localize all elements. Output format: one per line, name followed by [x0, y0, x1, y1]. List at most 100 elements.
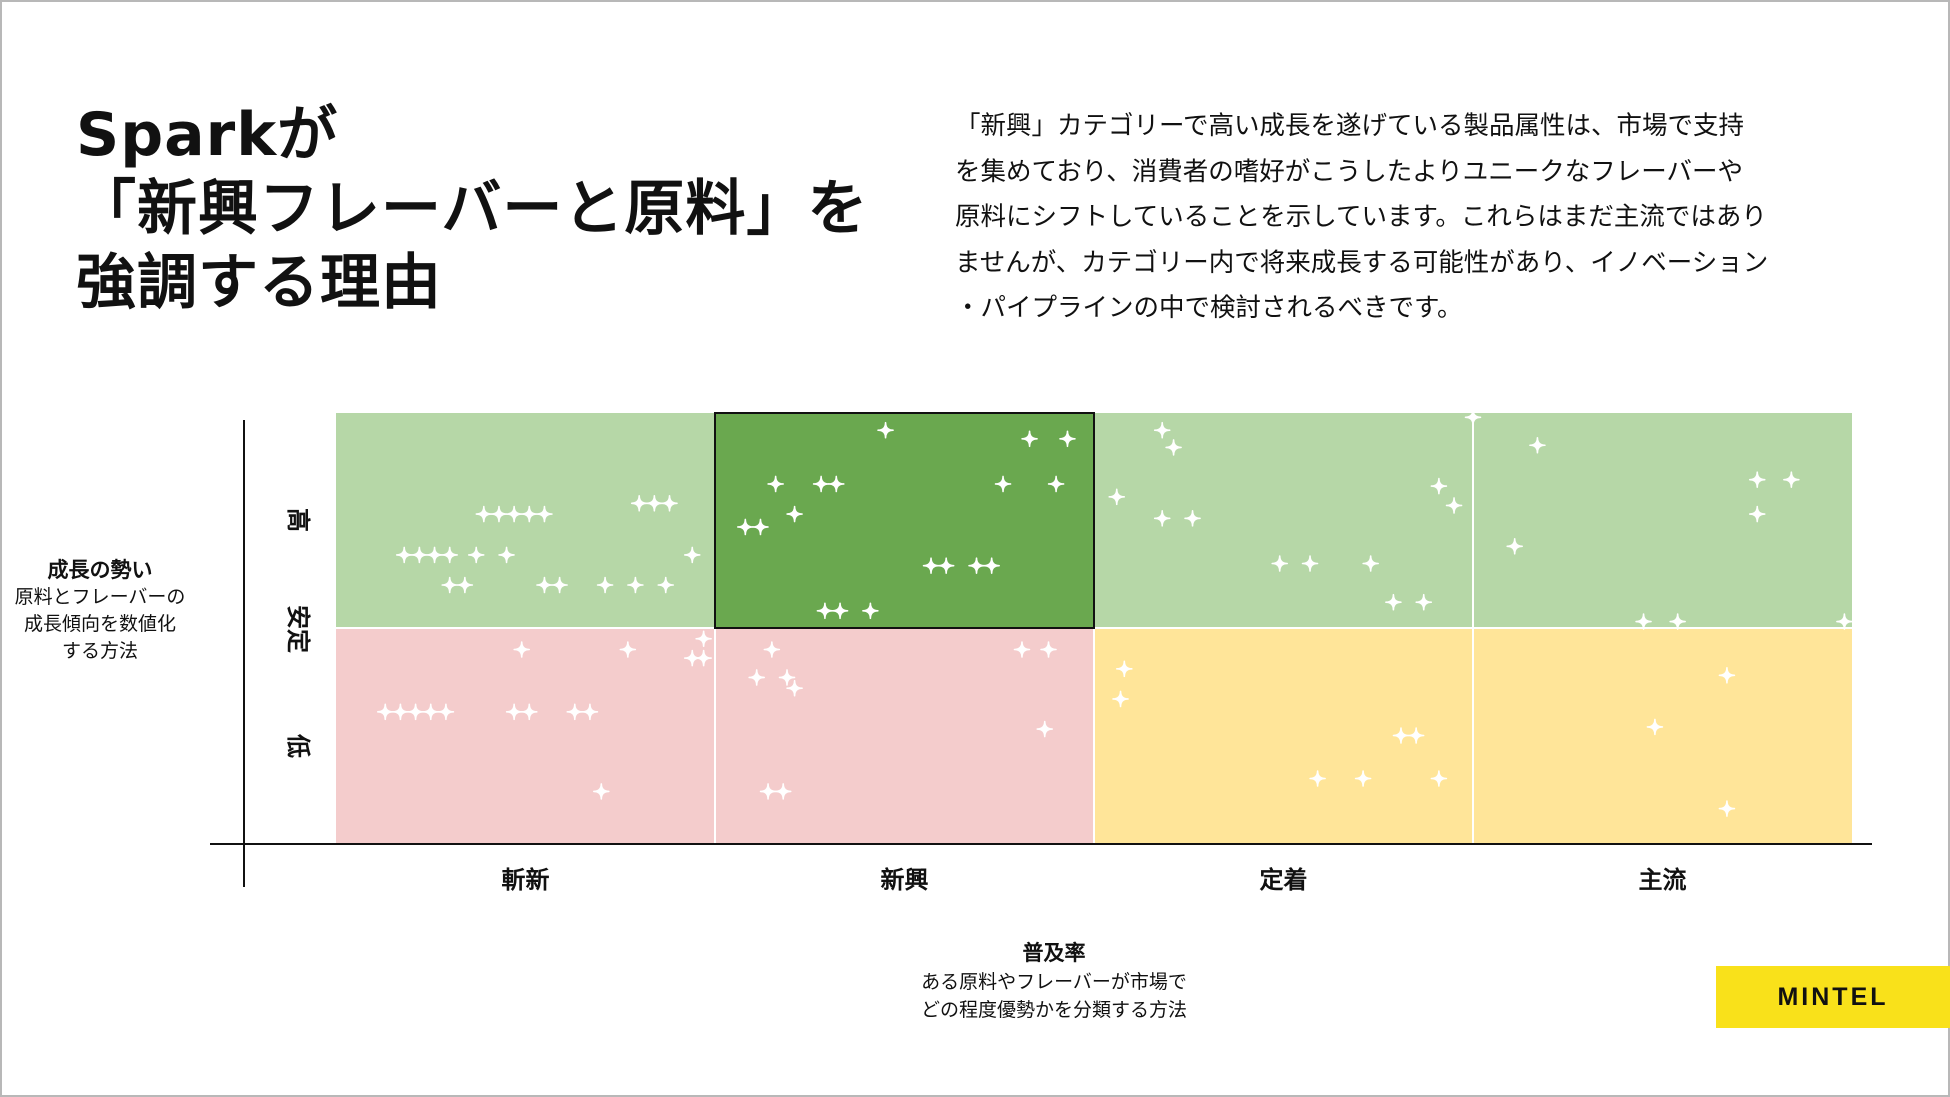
y-tick-label: 高 — [284, 508, 312, 532]
sparkle-point — [646, 495, 663, 512]
sparkle-point — [1635, 613, 1652, 630]
y-tick-label: 低 — [284, 733, 312, 758]
x-tick-label: 主流 — [1639, 866, 1687, 894]
slide-title: Sparkが 「新興フレーバーと原料」を 強調する理由 — [76, 98, 876, 320]
sparkle-point — [566, 703, 584, 721]
sparkle-point — [1407, 727, 1425, 744]
sparkle-point — [1112, 690, 1129, 708]
sparkle-point — [1153, 510, 1171, 527]
sparkle-point — [812, 475, 830, 493]
sparkle-point — [520, 703, 538, 721]
sparkle-point — [596, 576, 614, 594]
sparkle-point — [661, 495, 678, 512]
sparkle-point — [1021, 430, 1038, 448]
sparkle-point — [737, 518, 754, 536]
sparkle-point — [437, 703, 455, 721]
sparkle-point — [490, 505, 508, 523]
x-tick-label: 新興 — [881, 866, 929, 894]
sparkle-point — [551, 576, 568, 594]
sparkle-point — [1362, 555, 1379, 572]
sparkle-point — [536, 576, 553, 594]
sparkle-point — [862, 602, 879, 620]
sparkle-point — [695, 630, 712, 648]
sparkle-point — [536, 505, 553, 523]
sparkle-point — [877, 421, 894, 439]
sparkle-point — [994, 475, 1012, 493]
x-tick-label: 定着 — [1260, 866, 1308, 894]
sparkle-point — [968, 557, 985, 574]
sparkle-point — [1415, 593, 1433, 611]
sparkle-point — [1718, 667, 1736, 684]
sparkle-point — [1153, 421, 1171, 439]
sparkle-point — [407, 703, 424, 721]
sparkle-point — [1013, 641, 1031, 658]
sparkle-point — [1464, 409, 1482, 426]
sparkle-point — [1529, 436, 1546, 454]
sparkle-point — [1184, 510, 1201, 527]
x-axis-subtitle: ある原料やフレーバーが市場で どの程度優勢かを分類する方法 — [920, 971, 1187, 1021]
sparkle-point — [581, 703, 599, 721]
sparkle-point — [1748, 505, 1766, 523]
sparkle-point — [786, 505, 803, 523]
quadrant-3-high — [1094, 413, 1473, 628]
quadrant-1-low — [336, 628, 715, 843]
sparkle-point — [505, 703, 523, 721]
sparkle-point — [513, 641, 531, 658]
sparkle-point — [422, 703, 440, 721]
sparkle-point — [1309, 770, 1326, 787]
y-axis-title: 成長の勢い — [47, 558, 153, 582]
y-axis-subtitle: 原料とフレーバーの 成長傾向を数値化 する方法 — [14, 586, 186, 662]
sparkle-point — [411, 546, 428, 564]
brand-logo: MINTEL — [1716, 966, 1950, 1028]
sparkle-point — [1059, 430, 1076, 448]
sparkle-point — [1301, 555, 1319, 572]
sparkle-point — [1165, 439, 1182, 456]
quadrant-1-high — [336, 413, 715, 628]
sparkle-point — [983, 557, 1000, 574]
sparkle-point — [456, 576, 474, 594]
sparkle-point — [1646, 718, 1664, 736]
sparkle-point — [816, 602, 834, 620]
sparkle-point — [426, 546, 443, 564]
sparkle-point — [498, 546, 515, 564]
sparkle-point — [1116, 660, 1133, 678]
sparkle-point — [376, 703, 394, 721]
sparkle-point — [1354, 770, 1372, 787]
x-axis-title: 普及率 — [1022, 941, 1086, 965]
sparkle-point — [657, 576, 675, 594]
sparkle-point — [1748, 471, 1766, 488]
sparkle-point — [1392, 727, 1410, 744]
sparkle-point — [395, 546, 413, 564]
sparkle-point — [1430, 477, 1448, 495]
sparkle-point — [695, 649, 712, 667]
y-tick-label: 安定 — [284, 605, 312, 653]
sparkle-point — [763, 641, 781, 658]
sparkle-point — [752, 518, 769, 536]
title-line: Sparkが — [76, 100, 339, 170]
description-text: 「新興」カテゴリーで高い成長を遂げている製品属性は、市場で支持 を集めており、消… — [955, 111, 1769, 323]
sparkle-point — [593, 783, 610, 800]
sparkle-point — [922, 557, 940, 574]
sparkle-point — [1036, 720, 1054, 738]
sparkle-point — [1445, 497, 1463, 514]
sparkle-point — [1836, 613, 1853, 630]
sparkle-point — [831, 602, 849, 620]
sparkle-point — [1783, 471, 1800, 488]
quadrant-2-high — [715, 413, 1094, 628]
sparkle-point — [627, 576, 644, 594]
sparkle-point — [619, 641, 637, 658]
sparkle-point — [937, 557, 955, 574]
sparkle-point — [683, 546, 701, 564]
highlight-quadrant-border — [714, 412, 1095, 629]
brand-logo-text: MINTEL — [1777, 982, 1889, 1011]
sparkle-point — [392, 703, 409, 721]
x-tick-label: 斬新 — [502, 866, 550, 894]
quadrant-4-low — [1473, 628, 1852, 843]
sparkle-point — [441, 576, 458, 594]
sparkle-point — [748, 669, 765, 686]
sparkle-point — [774, 783, 792, 800]
sparkle-point — [1506, 538, 1523, 555]
title-line: 強調する理由 — [76, 248, 442, 318]
